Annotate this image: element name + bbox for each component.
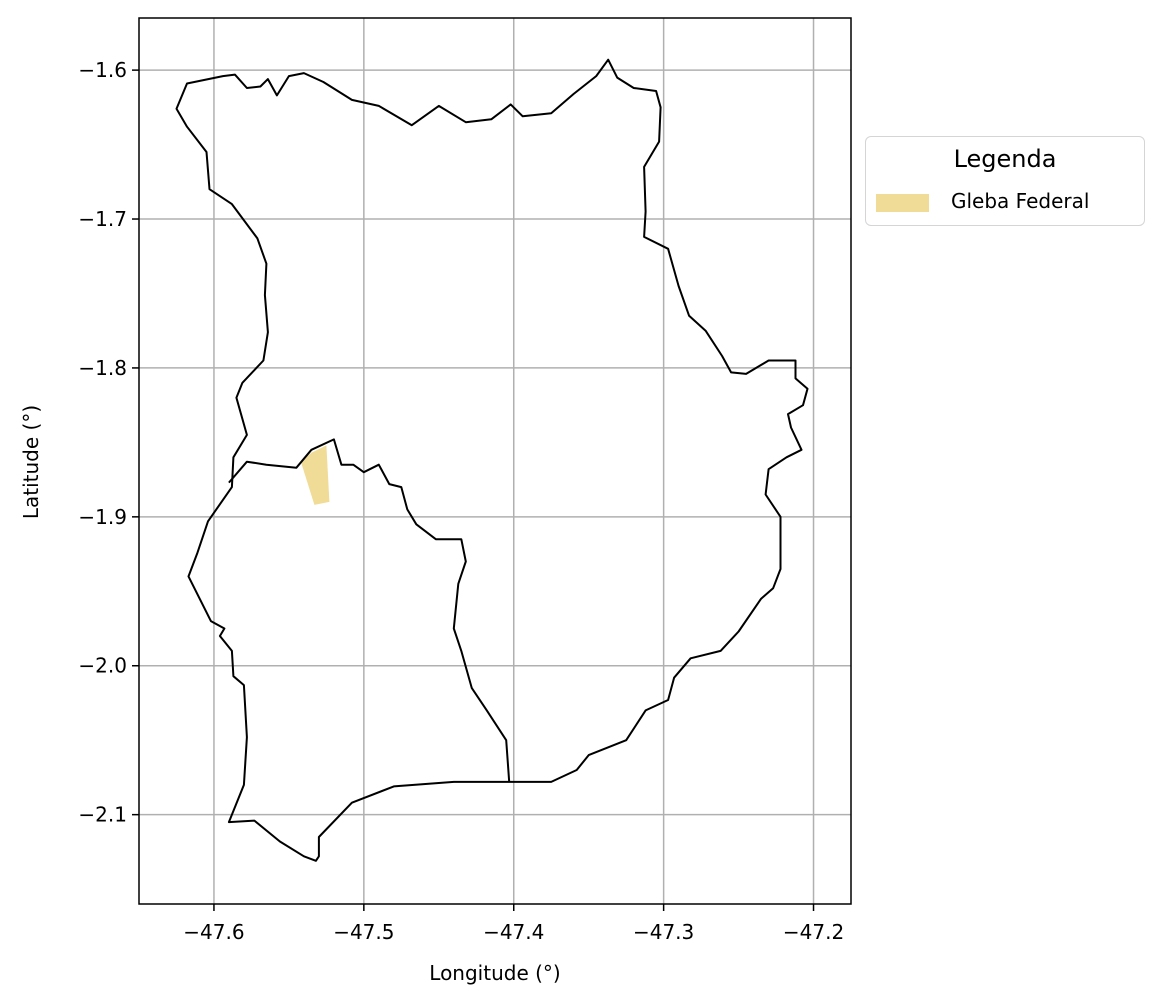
x-tick-label: −47.3 — [633, 920, 694, 944]
legend: Legenda Gleba Federal — [865, 136, 1145, 226]
inner-boundary — [228, 438, 511, 782]
y-tick-label: −2.0 — [78, 654, 127, 678]
x-axis-label: Longitude (°) — [429, 961, 560, 985]
y-tick-label: −1.6 — [78, 58, 127, 82]
legend-swatch-gleba-federal — [876, 194, 929, 212]
x-tick-label: −47.5 — [333, 920, 394, 944]
legend-label-gleba-federal: Gleba Federal — [951, 189, 1090, 213]
y-tick-label: −1.7 — [78, 207, 127, 231]
gleba-federal-area — [300, 445, 330, 505]
outer-boundary — [175, 58, 809, 862]
plot-frame — [138, 17, 852, 905]
legend-title: Legenda — [953, 145, 1057, 173]
map-boundaries — [175, 58, 809, 862]
y-tick-label: −1.9 — [78, 505, 127, 529]
map-areas — [300, 445, 330, 505]
y-tick-label: −2.1 — [78, 803, 127, 827]
x-tick-label: −47.4 — [483, 920, 544, 944]
x-tick-label: −47.6 — [183, 920, 244, 944]
y-axis-label: Latitude (°) — [19, 405, 43, 519]
x-tick-label: −47.2 — [783, 920, 844, 944]
y-tick-label: −1.8 — [78, 356, 127, 380]
axis-ticks: −47.6 −47.5 −47.4 −47.3 −47.2 −1.6 −1.7 −1.8 −1.… — [78, 58, 844, 944]
